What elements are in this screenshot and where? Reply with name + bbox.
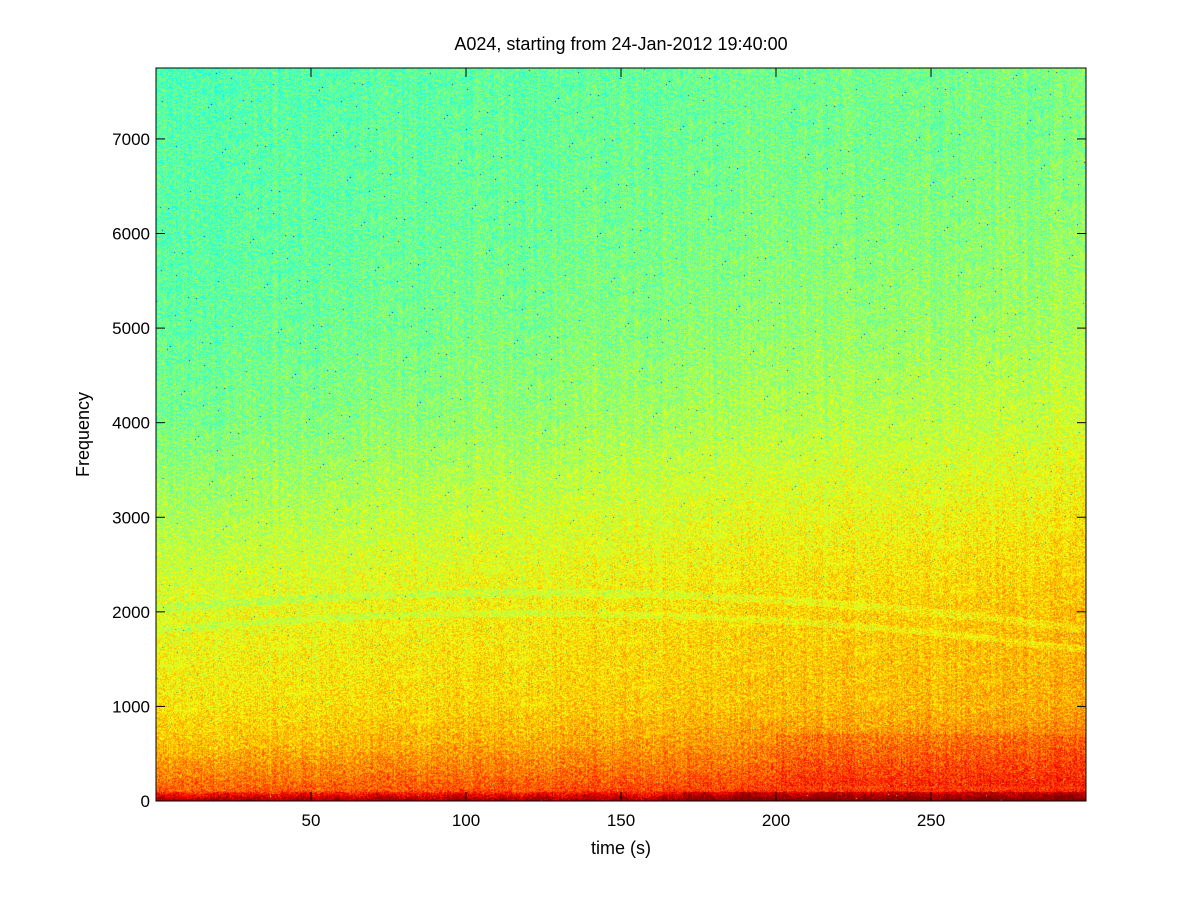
y-tick-label: 4000	[112, 414, 150, 433]
x-tick-label: 100	[452, 811, 480, 830]
y-tick-label: 3000	[112, 508, 150, 527]
y-tick-label: 1000	[112, 697, 150, 716]
chart-title: A024, starting from 24-Jan-2012 19:40:00	[454, 34, 787, 54]
y-tick-label: 2000	[112, 603, 150, 622]
x-tick-label: 250	[917, 811, 945, 830]
y-tick-label: 6000	[112, 225, 150, 244]
y-tick-label: 7000	[112, 130, 150, 149]
y-tick-label: 5000	[112, 319, 150, 338]
spectrogram-image	[156, 68, 1086, 801]
y-tick-label: 0	[141, 792, 150, 811]
x-tick-label: 150	[607, 811, 635, 830]
x-axis-label: time (s)	[591, 838, 651, 858]
x-tick-label: 200	[762, 811, 790, 830]
y-axis-label: Frequency	[73, 392, 93, 477]
x-tick-label: 50	[302, 811, 321, 830]
